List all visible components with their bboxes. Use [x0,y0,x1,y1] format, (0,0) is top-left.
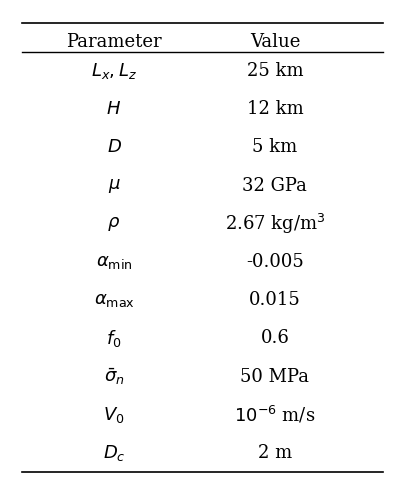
Text: $D$: $D$ [107,138,121,156]
Text: 2.67 kg/m$^3$: 2.67 kg/m$^3$ [225,212,325,236]
Text: $\alpha_{\mathrm{max}}$: $\alpha_{\mathrm{max}}$ [94,291,134,309]
Text: $\mu$: $\mu$ [108,176,120,195]
Text: $D_c$: $D_c$ [103,443,125,463]
Text: Value: Value [250,33,300,51]
Text: 0.6: 0.6 [260,329,289,347]
Text: 25 km: 25 km [247,62,303,80]
Text: $H$: $H$ [107,100,121,118]
Text: $f_0$: $f_0$ [106,328,122,349]
Text: $\rho$: $\rho$ [107,215,121,233]
Text: 5 km: 5 km [252,138,298,156]
Text: $10^{-6}$ m/s: $10^{-6}$ m/s [234,404,315,425]
Text: $V_0$: $V_0$ [103,405,125,425]
Text: 12 km: 12 km [247,100,303,118]
Text: $L_x, L_z$: $L_x, L_z$ [91,61,137,81]
Text: 0.015: 0.015 [249,291,301,309]
Text: -0.005: -0.005 [246,253,304,271]
Text: 2 m: 2 m [258,444,292,462]
Text: $\bar{\sigma}_n$: $\bar{\sigma}_n$ [104,366,124,387]
Text: 50 MPa: 50 MPa [241,368,309,385]
Text: 32 GPa: 32 GPa [243,176,307,195]
Text: $\alpha_{\mathrm{min}}$: $\alpha_{\mathrm{min}}$ [96,253,132,271]
Text: Parameter: Parameter [66,33,162,51]
